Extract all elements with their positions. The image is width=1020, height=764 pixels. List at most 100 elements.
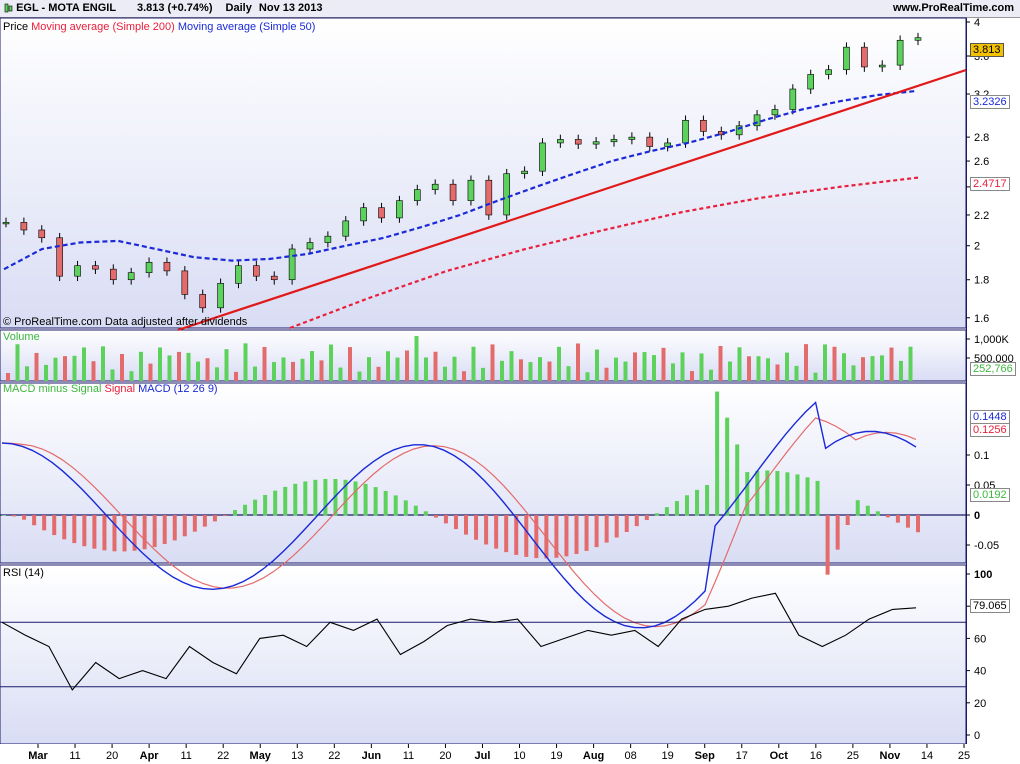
- macd-hist-bar: [192, 515, 197, 532]
- candle: [753, 114, 761, 127]
- x-tick-label: 16: [810, 750, 822, 762]
- macd-hist-bar: [52, 515, 57, 536]
- macd-hist-bar: [664, 507, 669, 516]
- volume-legend: Volume: [3, 331, 40, 343]
- macd-hist-bar: [845, 515, 850, 526]
- macd-hist-bar: [584, 515, 589, 551]
- volume-bar: [224, 349, 229, 381]
- volume-bar: [889, 347, 894, 381]
- candle: [807, 74, 815, 90]
- price-tick-label: 1.6: [974, 313, 989, 325]
- volume-bar: [576, 343, 580, 381]
- candle: [431, 183, 439, 190]
- volume-bar: [775, 364, 780, 381]
- header-bar: EGL - MOTA ENGIL 3.813 (+0.74%) Daily No…: [4, 2, 323, 14]
- volume-bar: [832, 346, 837, 381]
- volume-bar: [633, 352, 637, 381]
- x-tick-label: 08: [625, 750, 637, 762]
- volume-bar: [595, 349, 599, 381]
- volume-bar: [804, 344, 808, 381]
- x-tick-label: 22: [217, 750, 229, 762]
- header-background: [0, 0, 1020, 18]
- volume-bar: [367, 357, 371, 381]
- volume-bar: [642, 352, 647, 381]
- price-change: 3.813 (+0.74%): [136, 2, 213, 14]
- macd-hist-bar: [895, 515, 900, 523]
- volume-bar: [709, 369, 713, 381]
- macd-hist-bar: [62, 515, 67, 540]
- candle: [592, 141, 600, 145]
- volume-bar: [319, 360, 324, 381]
- macd-hist-bar: [353, 481, 358, 516]
- macd-hist-bar: [293, 483, 298, 516]
- candle: [503, 173, 511, 216]
- volume-bar: [566, 366, 571, 381]
- macd-hist-bar: [283, 486, 288, 516]
- volume-bar: [120, 353, 124, 381]
- volume-bar: [234, 371, 238, 381]
- price-tick-label: 4: [974, 17, 980, 29]
- axis-column: [966, 18, 1020, 744]
- volume-bar: [899, 360, 903, 381]
- volume-bar: [186, 352, 191, 381]
- candle: [127, 272, 135, 281]
- candle: [109, 268, 117, 281]
- macd-hist-bar: [674, 501, 679, 516]
- ma50-badge: 3.2326: [970, 95, 1010, 109]
- macd-hist-bar: [494, 515, 499, 549]
- volume-bar: [262, 346, 267, 381]
- candle: [646, 136, 654, 147]
- macd-hist-bar: [363, 483, 368, 516]
- volume-bar: [101, 346, 105, 381]
- ma50-line: [3, 89, 917, 271]
- macd-hist-bar: [112, 515, 117, 552]
- macd-hist-bar: [855, 500, 860, 516]
- symbol-title: EGL - MOTA ENGIL: [16, 2, 116, 14]
- rsi-tick-label: 0: [974, 730, 980, 742]
- x-axis-bg: [0, 744, 1020, 764]
- site-link[interactable]: www.ProRealTime.com: [893, 2, 1015, 14]
- candle: [288, 248, 296, 281]
- macd-hist-bar: [393, 495, 398, 516]
- macd-hist-bar: [885, 515, 890, 518]
- macd-tick-label: 0.1: [974, 450, 989, 462]
- x-tick-label: 25: [958, 750, 970, 762]
- macd-hist-bar: [453, 515, 458, 530]
- macd-hist-bar: [604, 515, 609, 543]
- volume-bar: [794, 365, 799, 381]
- volume-bar: [870, 356, 875, 381]
- x-tick-label: Oct: [770, 750, 789, 762]
- macd-hist-bar: [413, 505, 418, 516]
- volume-bar: [623, 361, 628, 381]
- volume-bar: [196, 361, 200, 381]
- candle: [396, 200, 403, 219]
- volume-bar: [329, 344, 333, 381]
- macd-hist-bar: [684, 495, 689, 516]
- candle: [324, 235, 332, 243]
- macd-hist-bar: [815, 480, 820, 516]
- macd-hist-bar: [333, 478, 338, 516]
- volume-bar: [110, 369, 115, 381]
- candle: [306, 242, 314, 250]
- candle: [199, 294, 207, 309]
- volume-bar: [756, 356, 761, 381]
- volume-bar: [253, 366, 257, 381]
- rsi-legend: RSI (14): [3, 567, 44, 579]
- macd-hist-bar: [644, 515, 649, 521]
- volume-bar: [851, 365, 856, 381]
- macd-hist-bar: [373, 487, 378, 516]
- macd-hist-bar: [433, 515, 438, 518]
- candle: [342, 220, 350, 237]
- volume-bar: [737, 347, 742, 381]
- volume-bar: [766, 358, 770, 381]
- candle: [682, 119, 689, 144]
- macd-line: [1, 401, 917, 629]
- candle: [163, 261, 171, 272]
- price-tick-label: 2: [974, 241, 980, 253]
- macd-hist-bar: [303, 481, 308, 516]
- candle: [235, 265, 242, 284]
- macd-hist-bar: [916, 515, 920, 533]
- volume-bar: [72, 355, 77, 381]
- macd-hist-bar: [263, 494, 268, 516]
